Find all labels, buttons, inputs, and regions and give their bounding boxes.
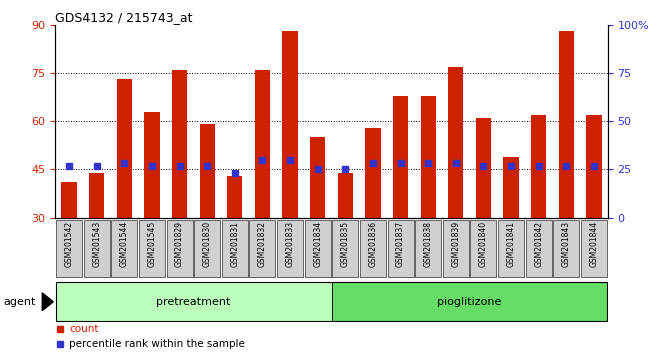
FancyBboxPatch shape <box>250 220 276 277</box>
FancyBboxPatch shape <box>387 220 413 277</box>
Bar <box>255 70 270 218</box>
Text: GSM201838: GSM201838 <box>424 221 433 267</box>
Bar <box>586 115 601 218</box>
FancyBboxPatch shape <box>332 220 358 277</box>
FancyBboxPatch shape <box>332 282 607 321</box>
Bar <box>531 115 546 218</box>
Text: GSM201544: GSM201544 <box>120 221 129 268</box>
Text: GSM201833: GSM201833 <box>285 221 294 267</box>
Text: GSM201841: GSM201841 <box>506 221 515 267</box>
Text: agent: agent <box>3 297 36 307</box>
FancyBboxPatch shape <box>277 220 303 277</box>
Text: GSM201829: GSM201829 <box>175 221 184 267</box>
Text: GSM201835: GSM201835 <box>341 221 350 267</box>
FancyBboxPatch shape <box>443 220 469 277</box>
FancyBboxPatch shape <box>360 220 386 277</box>
FancyBboxPatch shape <box>581 220 607 277</box>
Bar <box>283 31 298 218</box>
Bar <box>117 79 132 218</box>
Text: GSM201542: GSM201542 <box>64 221 73 267</box>
FancyBboxPatch shape <box>139 220 165 277</box>
Text: GSM201836: GSM201836 <box>369 221 378 267</box>
FancyBboxPatch shape <box>471 220 497 277</box>
Text: pioglitizone: pioglitizone <box>437 297 502 307</box>
Text: GSM201843: GSM201843 <box>562 221 571 267</box>
FancyBboxPatch shape <box>305 220 331 277</box>
Bar <box>144 112 159 218</box>
Bar <box>421 96 436 218</box>
Bar <box>504 156 519 218</box>
Bar <box>448 67 463 218</box>
FancyBboxPatch shape <box>84 220 110 277</box>
FancyBboxPatch shape <box>166 220 192 277</box>
Text: GSM201543: GSM201543 <box>92 221 101 268</box>
Bar <box>559 31 574 218</box>
Text: GSM201831: GSM201831 <box>230 221 239 267</box>
Text: GSM201844: GSM201844 <box>590 221 599 267</box>
Text: count: count <box>69 324 99 334</box>
Text: pretreatment: pretreatment <box>156 297 231 307</box>
Text: GSM201840: GSM201840 <box>479 221 488 267</box>
FancyBboxPatch shape <box>194 220 220 277</box>
Bar <box>310 137 325 218</box>
Bar <box>172 70 187 218</box>
FancyBboxPatch shape <box>222 220 248 277</box>
Bar <box>200 125 214 218</box>
Text: GSM201830: GSM201830 <box>203 221 212 267</box>
FancyBboxPatch shape <box>56 220 82 277</box>
Text: GDS4132 / 215743_at: GDS4132 / 215743_at <box>55 11 193 24</box>
Bar <box>365 128 380 218</box>
Text: GSM201837: GSM201837 <box>396 221 405 267</box>
FancyBboxPatch shape <box>526 220 552 277</box>
Bar <box>89 173 104 218</box>
Text: GSM201839: GSM201839 <box>451 221 460 267</box>
Text: GSM201834: GSM201834 <box>313 221 322 267</box>
Text: percentile rank within the sample: percentile rank within the sample <box>69 339 245 349</box>
Text: GSM201832: GSM201832 <box>258 221 267 267</box>
FancyBboxPatch shape <box>553 220 579 277</box>
Text: GSM201842: GSM201842 <box>534 221 543 267</box>
FancyBboxPatch shape <box>415 220 441 277</box>
FancyBboxPatch shape <box>111 220 137 277</box>
Bar <box>476 118 491 218</box>
Bar <box>62 182 77 218</box>
Bar <box>393 96 408 218</box>
FancyBboxPatch shape <box>498 220 524 277</box>
Bar <box>338 173 353 218</box>
Text: GSM201545: GSM201545 <box>148 221 157 268</box>
Polygon shape <box>42 293 53 311</box>
Bar <box>227 176 242 218</box>
FancyBboxPatch shape <box>56 282 332 321</box>
